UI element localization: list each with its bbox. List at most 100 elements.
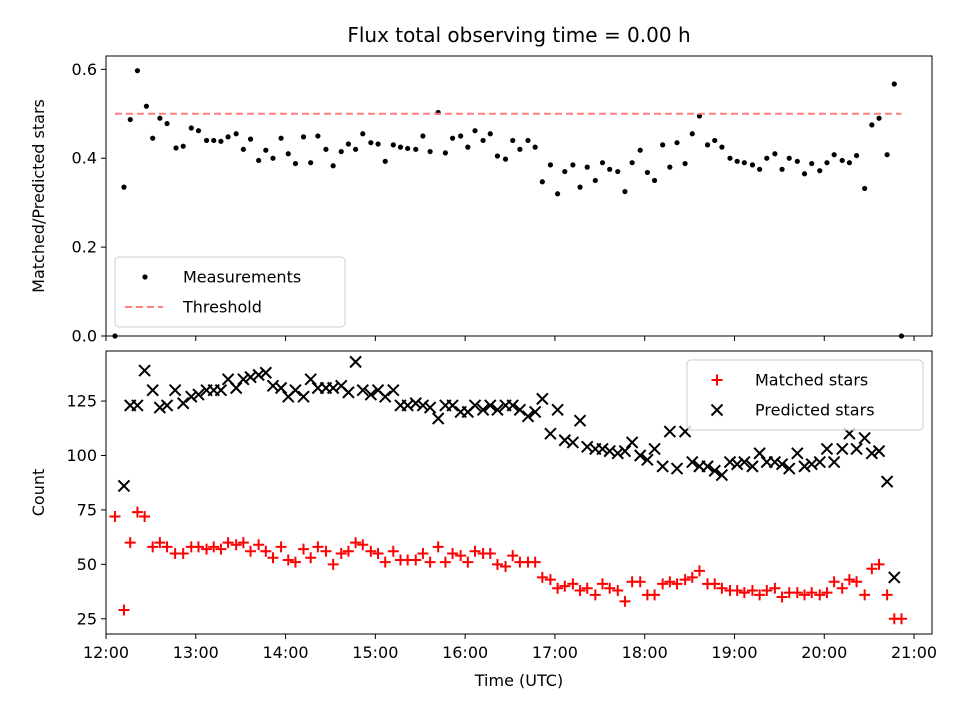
measurement-point (577, 184, 583, 190)
y-tick-label: 0.6 (72, 60, 97, 79)
matched-star-point (552, 582, 564, 594)
measurement-point (831, 152, 837, 158)
legend: Measurements Threshold (114, 256, 346, 328)
measurement-point (195, 128, 202, 134)
measurement-point (786, 155, 792, 161)
predicted-star-point (192, 388, 205, 401)
matched-star-point (761, 584, 773, 596)
x-tick-label: 14:00 (263, 643, 309, 662)
predicted-star-point (723, 455, 737, 469)
measurement-point (824, 160, 830, 166)
predicted-star-point (326, 381, 340, 395)
legend-dot-marker (142, 274, 148, 280)
predicted-star-point (513, 403, 527, 416)
x-tick-label: 17:00 (532, 643, 578, 662)
measurement-point (704, 142, 711, 148)
measurement-point (218, 138, 224, 144)
measurement-point (397, 144, 404, 150)
matched-star-point (574, 584, 586, 596)
matched-star-point (529, 556, 541, 568)
predicted-star-point (266, 379, 280, 393)
measurement-point (846, 160, 853, 166)
predicted-star-point (888, 571, 901, 584)
measurement-point (637, 147, 643, 153)
matched-star-point (836, 582, 848, 594)
matched-star-point (222, 537, 234, 549)
measurement-point (292, 160, 299, 167)
predicted-star-point (356, 383, 369, 397)
predicted-star-point (775, 457, 789, 471)
y-tick-label: 0.2 (72, 238, 97, 257)
measurement-point (173, 145, 179, 151)
matched-star-point (298, 543, 310, 555)
y-axis-label: Count (29, 469, 48, 517)
measurement-point (719, 144, 725, 150)
predicted-star-point (551, 403, 564, 416)
measurement-point (427, 148, 433, 155)
x-tick-label: 13:00 (173, 643, 219, 662)
matched-star-point (589, 589, 601, 601)
measurement-point (741, 160, 747, 166)
predicted-star-point (349, 355, 362, 369)
predicted-star-point (244, 370, 257, 384)
measurement-point (263, 147, 269, 153)
measurement-point (188, 125, 194, 131)
predicted-star-point (738, 455, 751, 469)
matched-star-point (567, 578, 579, 590)
predicted-star-point (611, 447, 624, 460)
matched-star-point (866, 563, 878, 575)
measurement-point (375, 141, 381, 147)
predicted-star-point (798, 460, 811, 473)
predicted-star-point (581, 440, 594, 453)
predicted-star-point (633, 449, 647, 462)
measurement-point (240, 146, 246, 152)
measurement-point (330, 163, 336, 169)
matched-star-point (201, 543, 213, 555)
matched-star-point (806, 587, 818, 599)
matched-star-point (612, 584, 624, 596)
measurement-point (465, 144, 471, 150)
predicted-star-point (446, 399, 459, 412)
predicted-star-point (701, 460, 714, 473)
legend-label: Threshold (182, 298, 262, 317)
legend-label: Matched stars (755, 371, 868, 390)
measurement-point (898, 333, 905, 339)
predicted-star-point (708, 464, 721, 477)
axes-frame (105, 55, 933, 337)
predicted-star-point (416, 399, 430, 412)
matched-star-point (544, 574, 556, 586)
measurement-point (143, 103, 150, 109)
measurement-point (285, 151, 291, 157)
measurement-point (449, 135, 456, 141)
matched-star-point (275, 541, 287, 553)
predicted-star-point (131, 399, 144, 412)
matched-star-point (859, 589, 871, 601)
predicted-star-point (423, 401, 437, 414)
matched-star-point (491, 558, 503, 570)
measurement-point (480, 137, 486, 144)
predicted-star-point (566, 436, 580, 449)
y-tick-label: 0.4 (72, 149, 97, 168)
y-tick-label: 0.0 (72, 327, 97, 346)
measurement-point (247, 136, 254, 142)
measurement-point (472, 128, 478, 134)
matched-star-point (469, 545, 481, 557)
chart-title: Flux total observing time = 0.00 h (347, 23, 690, 47)
measurement-point (547, 162, 554, 168)
plot-area (109, 355, 907, 625)
predicted-star-point (618, 444, 632, 458)
matched-star-point (335, 547, 347, 559)
matched-star-point (671, 578, 683, 590)
measurement-point (592, 177, 598, 184)
predicted-star-point (783, 462, 796, 475)
predicted-star-point (168, 383, 182, 397)
predicted-star-point (274, 381, 288, 395)
matched-star-point (237, 537, 249, 549)
matched-star-point (693, 565, 705, 577)
matched-star-point (664, 576, 676, 588)
matched-star-point (267, 552, 279, 564)
measurement-point (727, 155, 733, 161)
measurement-point (502, 156, 509, 162)
measurement-point (607, 166, 613, 172)
predicted-star-point (476, 403, 490, 416)
